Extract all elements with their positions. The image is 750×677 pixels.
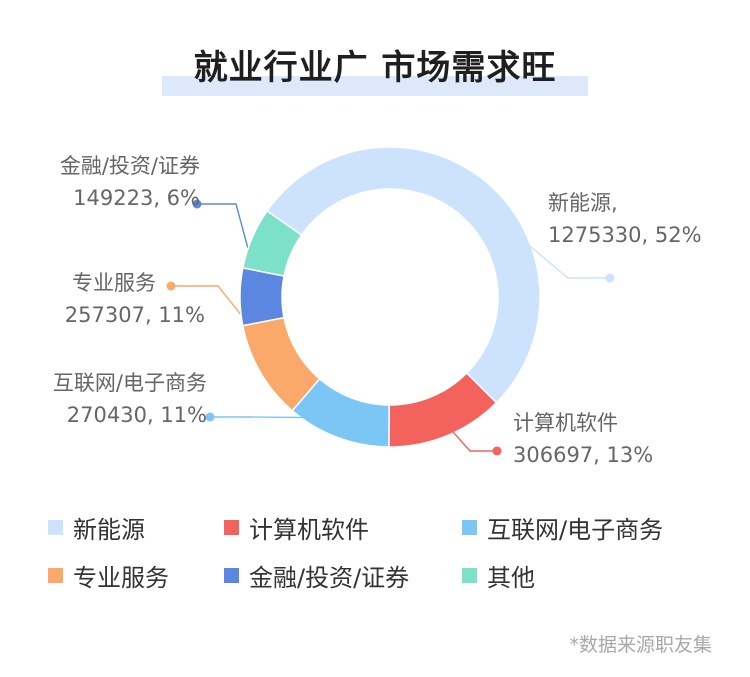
legend-swatch: [224, 519, 239, 535]
chart-title: 就业行业广 市场需求旺: [193, 48, 557, 88]
callout-line: [472, 197, 610, 279]
legend-swatch: [462, 519, 477, 535]
legend-label: 金融/投资/证券: [249, 563, 410, 592]
callout-name: 计算机软件: [513, 411, 618, 435]
callout-dot: [205, 412, 215, 422]
legend-label: 新能源: [73, 515, 145, 544]
legend-label: 计算机软件: [249, 515, 369, 544]
callout-line: [438, 415, 497, 452]
legend-item-finance: 金融/投资/证券: [224, 562, 462, 592]
callout-value: 257307, 11%: [65, 303, 205, 327]
callout-value: 306697, 13%: [513, 443, 653, 467]
callout-name: 专业服务: [72, 271, 156, 295]
data-source: *数据来源职友集: [569, 634, 712, 656]
legend-item-internet: 互联网/电子商务: [462, 514, 722, 544]
callout-value: 149223, 6%: [73, 186, 200, 210]
callout-dot: [492, 446, 502, 456]
title-highlight: [162, 76, 588, 96]
legend-swatch: [48, 567, 63, 583]
legend-swatch: [224, 567, 239, 583]
donut-slice: [241, 209, 303, 277]
legend-swatch: [462, 567, 477, 583]
legend-item-software: 计算机软件: [224, 514, 462, 544]
callout-value: 1275330, 52%: [548, 223, 702, 247]
legend-swatch: [48, 519, 63, 535]
callout-dot: [166, 281, 176, 291]
callout-name: 互联网/电子商务: [53, 371, 207, 395]
legend-item-professional-services: 专业服务: [48, 562, 224, 592]
donut-slice: [239, 267, 285, 327]
callout-name: 新能源,: [548, 191, 618, 215]
legend-label: 互联网/电子商务: [487, 515, 664, 544]
legend-label: 专业服务: [73, 563, 169, 592]
callout-name: 金融/投资/证券: [60, 154, 200, 178]
chart-legend: 新能源 计算机软件 互联网/电子商务 专业服务 金融/投资/证券 其他: [48, 514, 728, 592]
callout-line: [171, 285, 280, 363]
callout-dot: [605, 273, 615, 283]
callout-dot: [192, 199, 202, 209]
callout-value: 270430, 11%: [67, 403, 207, 427]
donut-slice: [266, 146, 541, 404]
legend-item-other: 其他: [462, 562, 722, 592]
legend-label: 其他: [487, 563, 535, 592]
title-wrap: 就业行业广 市场需求旺: [0, 40, 750, 89]
callout-line: [210, 416, 345, 419]
legend-item-new-energy: 新能源: [48, 514, 224, 544]
